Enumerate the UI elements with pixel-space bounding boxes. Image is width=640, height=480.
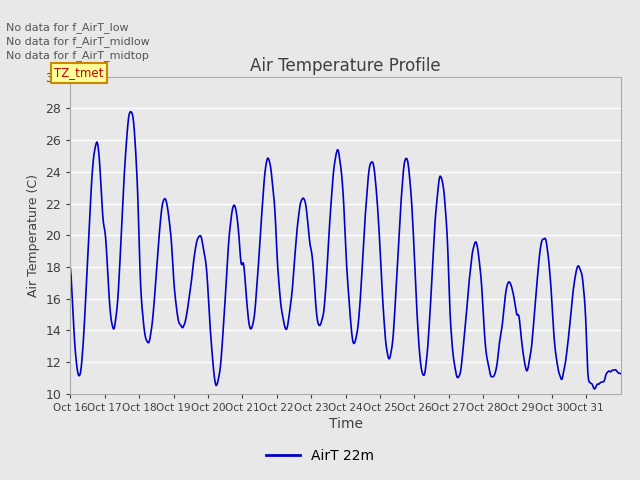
Legend: AirT 22m: AirT 22m: [260, 443, 380, 468]
Text: No data for f_AirT_midtop: No data for f_AirT_midtop: [6, 50, 149, 61]
Text: No data for f_AirT_midlow: No data for f_AirT_midlow: [6, 36, 150, 47]
Title: Air Temperature Profile: Air Temperature Profile: [250, 57, 441, 75]
Y-axis label: Air Temperature (C): Air Temperature (C): [27, 174, 40, 297]
Text: TZ_tmet: TZ_tmet: [54, 66, 104, 79]
Text: No data for f_AirT_low: No data for f_AirT_low: [6, 22, 129, 33]
X-axis label: Time: Time: [328, 417, 363, 431]
